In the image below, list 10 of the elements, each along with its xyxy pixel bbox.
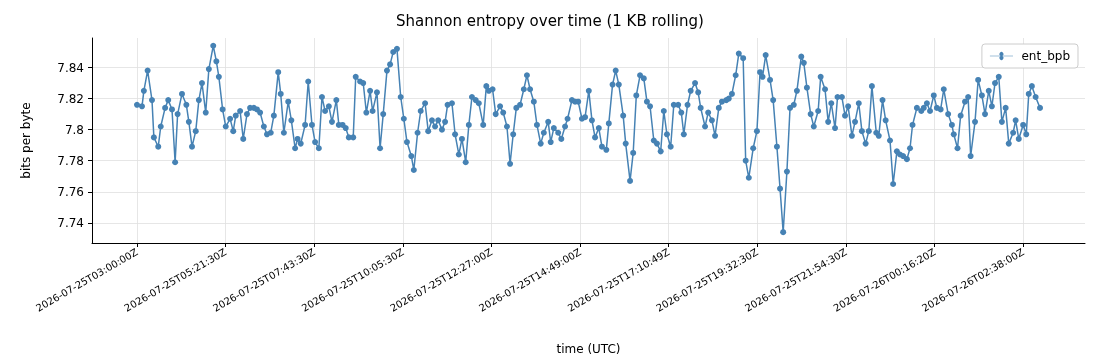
x-axis-title: time (UTC) xyxy=(556,342,621,356)
y-axis-title: bits per byte xyxy=(19,102,33,179)
y-tick-label: 7.76 xyxy=(57,184,84,199)
y-tick-label: 7.82 xyxy=(57,91,84,106)
y-tick-label: 7.74 xyxy=(57,215,84,230)
y-tick-label: 7.8 xyxy=(64,122,84,137)
legend-label: ent_bpb xyxy=(1021,49,1070,63)
y-tick-label: 7.78 xyxy=(57,153,84,168)
chart-title: Shannon entropy over time (1 KB rolling) xyxy=(396,11,704,30)
y-tick-label: 7.84 xyxy=(57,60,84,75)
